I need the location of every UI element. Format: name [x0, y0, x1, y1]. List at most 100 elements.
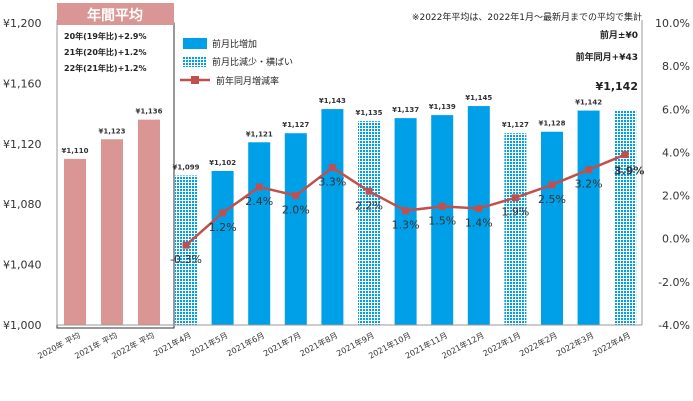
- category-label: 2022年 平均: [110, 330, 156, 361]
- monthly-bar-label: ¥1,127: [282, 121, 309, 129]
- monthly-bar: [467, 106, 490, 325]
- yoy-label: 1.9%: [501, 206, 529, 219]
- category-label: 2021年8月: [298, 330, 339, 358]
- yoy-label: 2.0%: [282, 204, 310, 217]
- annual-bar-label: ¥1,136: [135, 108, 162, 116]
- yoy-point: [182, 241, 190, 249]
- annual-bar: [101, 139, 123, 325]
- yoy-label: 3.2%: [575, 178, 603, 191]
- category-label: 2022年4月: [591, 330, 632, 358]
- annual-box-line-1: 20年(19年比)+2.9%: [64, 31, 146, 41]
- monthly-bar-label: ¥1,143: [319, 97, 346, 105]
- yoy-point: [219, 209, 227, 217]
- axes: ¥1,000 ¥1,040 ¥1,080 ¥1,120 ¥1,160 ¥1,200 -4.0…: [3, 17, 690, 332]
- y-right-tick-label: 8.0%: [662, 60, 690, 73]
- y-left-tick-label: ¥1,040: [3, 259, 42, 272]
- yoy-label: 1.2%: [209, 221, 237, 234]
- legend-label-line: 前年同月増減率: [216, 75, 279, 87]
- legend-swatch-increase: [183, 38, 207, 49]
- yoy-label: 2.2%: [355, 199, 383, 212]
- y-left-tick-label: ¥1,160: [3, 77, 42, 90]
- monthly-bar: [504, 133, 527, 325]
- legend-swatch-marker: [191, 76, 199, 84]
- yoy-point: [621, 151, 629, 159]
- annual-bar-label: ¥1,110: [61, 147, 88, 155]
- category-label: 2021年6月: [225, 330, 266, 358]
- category-label: 2022年1月: [481, 330, 522, 358]
- monthly-bar: [614, 110, 637, 325]
- yoy-label: 3.9%: [614, 165, 645, 178]
- yoy-label: 1.5%: [428, 214, 456, 227]
- monthly-bar-label: ¥1,135: [355, 109, 382, 117]
- y-left-tick-label: ¥1,200: [3, 17, 42, 30]
- right-note-mom: 前月±¥0: [600, 29, 638, 41]
- notes: ※2022年平均は、2022年1月～最新月までの平均で集計 前月±¥0 前年同月…: [412, 11, 642, 93]
- y-right-tick-label: 6.0%: [662, 103, 690, 116]
- monthly-bar-label: ¥1,121: [246, 130, 273, 138]
- yoy-point: [255, 183, 263, 191]
- category-label: 2021年4月: [152, 330, 193, 358]
- annual-average-box: 年間平均 20年(19年比)+2.9% 21年(20年比)+1.2% 22年(2…: [56, 3, 175, 329]
- monthly-bar: [175, 175, 197, 325]
- yoy-label: 3.3%: [318, 176, 346, 189]
- y-left-tick-label: ¥1,000: [3, 319, 42, 332]
- y-right-tick-label: -4.0%: [658, 319, 690, 332]
- y-left-tick-label: ¥1,120: [3, 138, 42, 151]
- monthly-bar: [284, 133, 307, 325]
- category-label: 2022年2月: [518, 330, 559, 358]
- y-right-tick-label: 10.0%: [655, 17, 690, 30]
- yoy-point: [402, 207, 410, 215]
- y-right-tick-label: 0.0%: [662, 233, 690, 246]
- yoy-label: 2.5%: [538, 193, 566, 206]
- monthly-bar-label: ¥1,137: [392, 106, 419, 114]
- yoy-label: -0.3%: [170, 253, 202, 266]
- yoy-line-series: -0.3% 1.2% 2.4% 2.0% 3.3% 2.2% 1.3% 1.5% 1.4% 1.9…: [170, 151, 644, 266]
- yoy-point: [365, 187, 373, 195]
- yoy-point: [438, 202, 446, 210]
- y-left-tick-label: ¥1,080: [3, 198, 42, 211]
- category-label: 2021年7月: [261, 330, 302, 358]
- yoy-point: [511, 194, 519, 202]
- yoy-label: 1.4%: [465, 217, 493, 230]
- monthly-bar-label: ¥1,099: [172, 164, 199, 172]
- legend-swatch-decrease: [183, 56, 207, 67]
- monthly-bar: [321, 109, 344, 325]
- y-right-tick-label: 2.0%: [662, 190, 690, 203]
- y-right-tick-label: 4.0%: [662, 146, 690, 159]
- monthly-bar-label: ¥1,128: [538, 120, 565, 128]
- legend-label-decrease: 前月比減少・横ばい: [212, 56, 293, 68]
- latest-value-label: ¥1,142: [596, 80, 638, 93]
- monthly-bar-label: ¥1,145: [465, 94, 492, 102]
- category-label: 2022年3月: [554, 330, 595, 358]
- yoy-label: 1.3%: [392, 219, 420, 232]
- monthly-bar: [248, 142, 271, 325]
- annual-box-header: [57, 3, 174, 25]
- monthly-bar: [211, 170, 234, 325]
- annual-box-line-3: 22年(21年比)+1.2%: [64, 63, 146, 73]
- y-right-tick-label: -2.0%: [658, 276, 690, 289]
- annual-box-line-2: 21年(20年比)+1.2%: [64, 47, 146, 57]
- monthly-bar: [541, 131, 563, 325]
- monthly-bar-label: ¥1,102: [209, 159, 236, 167]
- yoy-point: [548, 181, 556, 189]
- monthly-bar-label: ¥1,139: [429, 103, 456, 111]
- yoy-label: 2.4%: [245, 195, 273, 208]
- monthly-bar: [394, 118, 417, 325]
- legend: 前月比増加 前月比減少・横ばい 前年同月増減率: [180, 38, 293, 87]
- legend-label-increase: 前月比増加: [212, 38, 257, 50]
- bars: ¥1,110 ¥1,123 ¥1,136 ¥1,099 ¥1,102 ¥1,121 ¥1,1…: [61, 94, 637, 326]
- yoy-point: [328, 164, 336, 172]
- right-note-yoy: 前年同月+¥43: [576, 51, 638, 63]
- yoy-point: [475, 205, 483, 213]
- annual-box-title: 年間平均: [87, 7, 143, 24]
- monthly-bar-label: ¥1,127: [502, 121, 529, 129]
- category-label: 2021年5月: [188, 330, 229, 358]
- yoy-point: [585, 166, 593, 174]
- yoy-point: [292, 192, 300, 200]
- monthly-bar: [358, 121, 380, 326]
- annual-bar: [138, 119, 160, 325]
- monthly-bar: [577, 110, 600, 325]
- annual-bar: [64, 158, 86, 325]
